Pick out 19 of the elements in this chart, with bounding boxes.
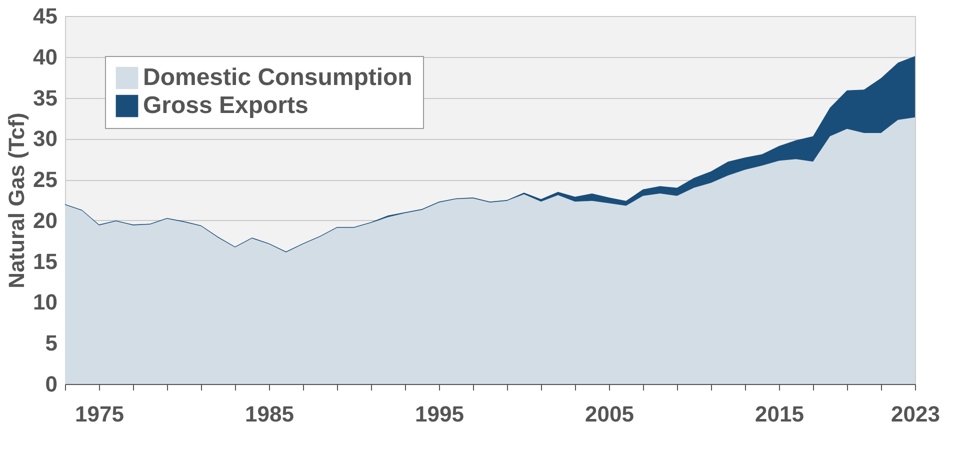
legend-label: Gross Exports <box>143 92 308 119</box>
y-tick-label: 20 <box>33 208 58 233</box>
x-tick-label: 1985 <box>245 402 294 426</box>
legend-label: Domestic Consumption <box>143 64 412 91</box>
x-tick-label: 2015 <box>755 402 804 426</box>
y-tick-label: 10 <box>33 290 58 315</box>
y-tick-label: 25 <box>33 167 58 192</box>
y-tick-label: 5 <box>45 330 58 356</box>
y-tick-label: 0 <box>45 372 58 396</box>
y-tick-label: 45 <box>33 4 58 28</box>
x-tick-label: 1975 <box>75 402 124 426</box>
y-tick-label: 40 <box>33 44 58 70</box>
x-tick-label: 2005 <box>585 402 634 426</box>
x-tick-label: 1995 <box>415 402 464 426</box>
y-tick-label: 35 <box>33 85 58 110</box>
x-tick-label: 2023 <box>891 402 940 426</box>
y-tick-label: 15 <box>33 248 58 274</box>
y-tick-label: 30 <box>33 126 58 152</box>
y-axis-title: Natural Gas (Tcf) <box>4 112 30 288</box>
